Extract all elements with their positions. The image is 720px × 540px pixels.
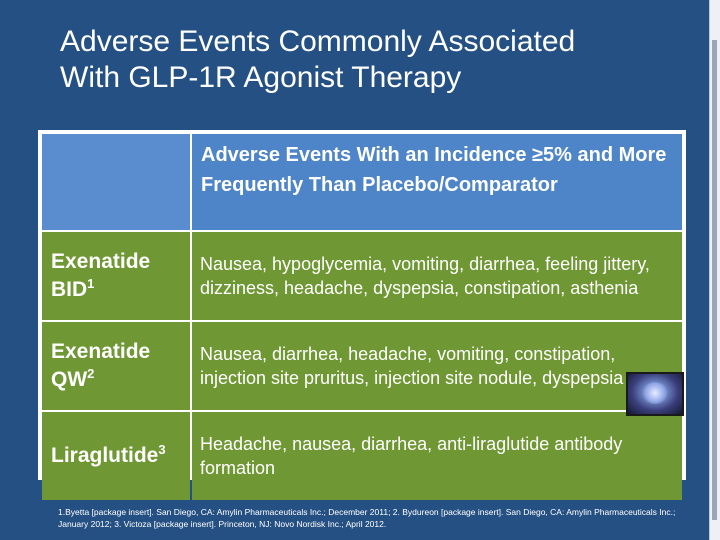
drug-reference: 2 bbox=[87, 366, 95, 381]
adverse-events-cell: Nausea, hypoglycemia, vomiting, diarrhea… bbox=[192, 232, 682, 320]
table-row: Liraglutide3 Headache, nausea, diarrhea,… bbox=[42, 412, 682, 500]
video-thumbnail[interactable] bbox=[626, 372, 684, 416]
slide-title-line-1: Adverse Events Commonly Associated bbox=[60, 25, 576, 58]
video-thumbnail-image bbox=[642, 382, 668, 404]
table-row: Exenatide BID1 Nausea, hypoglycemia, vom… bbox=[42, 232, 682, 320]
slide-title-line-2: With GLP-1R Agonist Therapy bbox=[60, 61, 462, 94]
drug-name: Exenatide BID bbox=[51, 250, 151, 301]
drug-reference: 3 bbox=[158, 442, 166, 457]
scrollbar-thumb[interactable] bbox=[712, 40, 717, 520]
adverse-events-cell: Nausea, diarrhea, headache, vomiting, co… bbox=[192, 322, 682, 410]
drug-name: Exenatide QW bbox=[51, 340, 151, 391]
drug-reference: 1 bbox=[87, 276, 95, 291]
table-corner-cell bbox=[42, 134, 190, 230]
table-header-row: Adverse Events With an Incidence ≥5% and… bbox=[42, 134, 682, 230]
table-row: Exenatide QW2 Nausea, diarrhea, headache… bbox=[42, 322, 682, 410]
scrollbar[interactable] bbox=[709, 0, 720, 540]
drug-name-cell: Exenatide QW2 bbox=[42, 322, 190, 410]
slide-title: Adverse Events Commonly Associated With … bbox=[60, 24, 660, 96]
drug-name: Liraglutide bbox=[51, 444, 159, 467]
drug-name-cell: Exenatide BID1 bbox=[42, 232, 190, 320]
drug-name-cell: Liraglutide3 bbox=[42, 412, 190, 500]
table-header-cell: Adverse Events With an Incidence ≥5% and… bbox=[192, 134, 682, 230]
references-footnote: 1.Byetta [package insert]. San Diego, CA… bbox=[58, 507, 676, 529]
adverse-events-table: Adverse Events With an Incidence ≥5% and… bbox=[38, 130, 686, 500]
adverse-events-cell: Headache, nausea, diarrhea, anti-liraglu… bbox=[192, 412, 682, 500]
